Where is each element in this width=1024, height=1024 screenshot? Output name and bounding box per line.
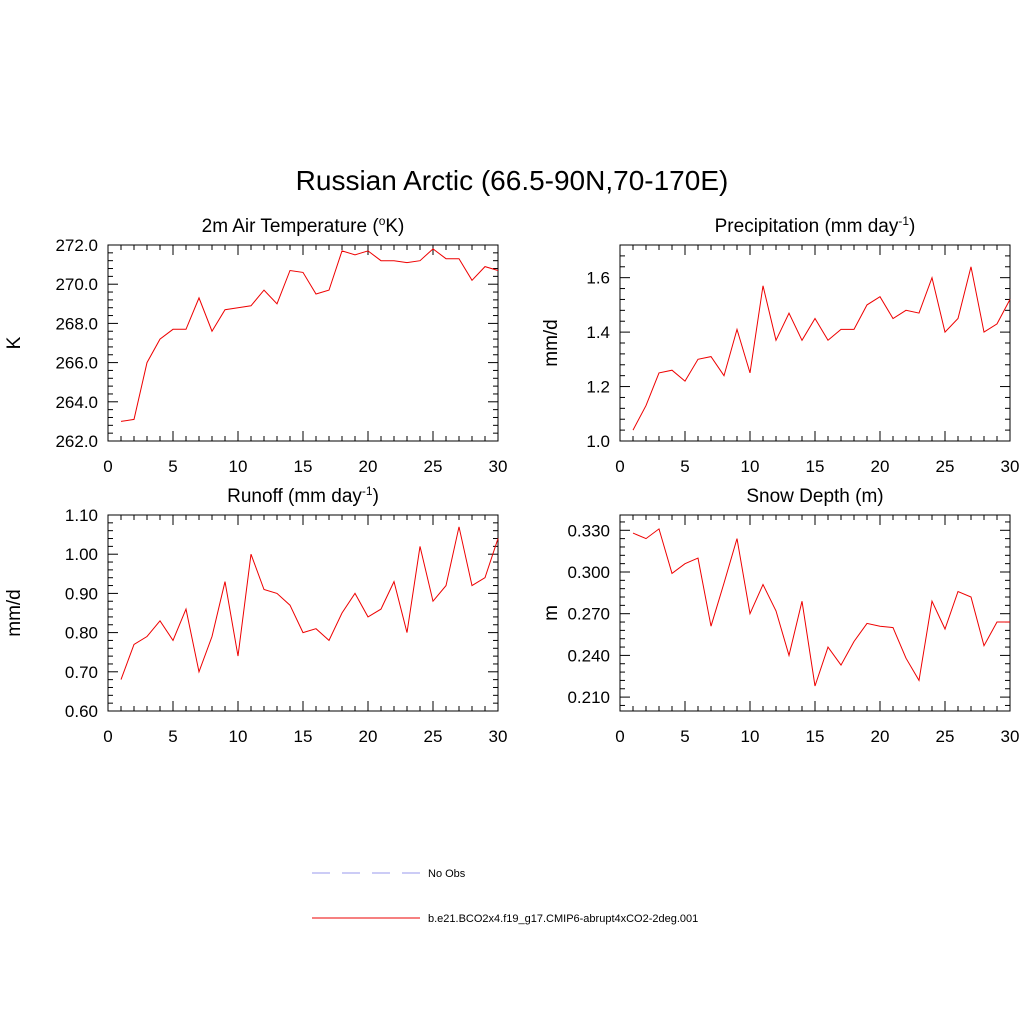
precipitation-ytick-label: 1.6 [586,269,610,288]
runoff-xtick-label: 5 [168,727,177,746]
snow-depth-ylabel: m [541,605,562,621]
snow-depth-title-text: Snow Depth (m) [746,486,883,507]
precipitation-ticks [619,244,1011,442]
runoff-ytick-label: 0.90 [65,584,98,603]
runoff-xtick-label: 30 [489,727,508,746]
runoff-title: Runoff (mm day-1) [227,484,379,507]
temperature-title-sup: o [379,214,386,228]
runoff-ytick-label: 0.70 [65,663,98,682]
precipitation-frame [619,244,1011,442]
runoff-ticks [107,514,499,712]
snow-depth-ytick-label: 0.270 [567,605,610,624]
runoff-series-line [120,526,499,680]
snow-depth-ticks [619,515,1011,711]
precipitation-xtick-label: 25 [936,457,955,476]
precipitation-title: Precipitation (mm day-1) [715,214,916,237]
temperature-xtick-label: 25 [424,457,443,476]
temperature-ytick-label: 272.0 [55,236,98,255]
runoff-ylabel: mm/d [4,589,25,637]
precipitation-ylabel: mm/d [541,319,562,367]
precipitation-series-line [632,266,1011,431]
temperature-xtick-label: 30 [489,457,508,476]
precipitation-title-sup: -1 [898,214,909,228]
runoff-ytick-label: 0.60 [65,702,98,721]
temperature-xtick-label: 0 [103,457,112,476]
precipitation-title-end: ) [909,216,915,237]
runoff-xtick-label: 25 [424,727,443,746]
temperature-ytick-label: 268.0 [55,314,98,333]
precipitation-xtick-label: 5 [680,457,689,476]
runoff-xtick-label: 20 [359,727,378,746]
runoff-xtick-label: 15 [294,727,313,746]
legend: No Obs b.e21.BCO2x4.f19_g17.CMIP6-abrupt4… [312,868,698,925]
snow-depth-ytick-label: 0.240 [567,646,610,665]
snow-depth-xtick-label: 15 [806,727,825,746]
snow-depth-xtick-label: 10 [741,727,760,746]
temperature-ytick-label: 262.0 [55,432,98,451]
temperature-title: 2m Air Temperature (oK) [202,214,405,237]
temperature-xtick-label: 15 [294,457,313,476]
snow-depth-series-line [632,528,1010,687]
temperature-ytick-label: 264.0 [55,393,98,412]
legend-label-0: No Obs [428,868,466,880]
snow-depth-ytick-label: 0.210 [567,688,610,707]
snow-depth-ytick-label: 0.300 [567,563,610,582]
precipitation-xtick-label: 10 [741,457,760,476]
precipitation-title-text: Precipitation (mm day [715,216,899,237]
panels: 2m Air Temperature (oK)0 5 10 15 20 25 30262.0… [4,214,1019,746]
precipitation-xtick-label: 30 [1001,457,1020,476]
temperature-ytick-label: 270.0 [55,275,98,294]
snow-depth-xtick-label: 0 [615,727,624,746]
precipitation-ytick-label: 1.0 [586,432,610,451]
temperature-ticks [107,244,499,442]
runoff-ytick-label: 1.10 [65,506,98,525]
runoff-panel: Runoff (mm day-1) 0 5 10 15 20 25 30 0.60 0.70 0.8… [4,484,507,746]
temperature-xtick-label: 20 [359,457,378,476]
snow-depth-ytick-label: 0.330 [567,521,610,540]
temperature-title-text: 2m Air Temperature ( [202,216,380,237]
runoff-title-sup: -1 [362,484,373,498]
snow-depth-frame [619,514,1011,712]
runoff-frame [107,514,499,712]
figure-title: Russian Arctic (66.5-90N,70-170E) [296,165,729,196]
snow-depth-xtick-label: 25 [936,727,955,746]
precipitation-panel: Precipitation (mm day-1) 0 5 10 15 20 25 30 1.0 1… [541,214,1019,476]
runoff-ytick-label: 0.80 [65,624,98,643]
snow-depth-xtick-label: 30 [1001,727,1020,746]
temperature-frame [107,244,499,442]
runoff-title-end: ) [373,486,379,507]
precipitation-ytick-label: 1.2 [586,378,610,397]
snow-depth-xtick-label: 20 [871,727,890,746]
precipitation-ytick-label: 1.4 [586,323,610,342]
temperature-title-end: K) [385,216,404,237]
temperature-ylabel: K [4,336,25,349]
precipitation-xtick-label: 0 [615,457,624,476]
snow-depth-xtick-label: 5 [680,727,689,746]
snow-depth-panel: Snow Depth (m) 0 5 10 15 20 25 30 0.210 0.240 0.27… [541,486,1019,746]
temperature-xtick-label: 5 [168,457,177,476]
temperature-panel: 2m Air Temperature (oK) 0 5 10 15 20 25 30 262.0… [4,214,507,476]
temperature-ytick-label: 266.0 [55,354,98,373]
runoff-ytick-label: 1.00 [65,545,98,564]
temperature-xtick-label: 10 [229,457,248,476]
runoff-xtick-label: 10 [229,727,248,746]
snow-depth-title: Snow Depth (m) [746,486,883,507]
precipitation-xtick-label: 15 [806,457,825,476]
temperature-series-line [120,248,499,422]
runoff-xtick-label: 0 [103,727,112,746]
legend-label-1: b.e21.BCO2x4.f19_g17.CMIP6-abrupt4xCO2-2… [428,913,698,925]
runoff-title-text: Runoff (mm day [227,486,362,507]
precipitation-xtick-label: 20 [871,457,890,476]
